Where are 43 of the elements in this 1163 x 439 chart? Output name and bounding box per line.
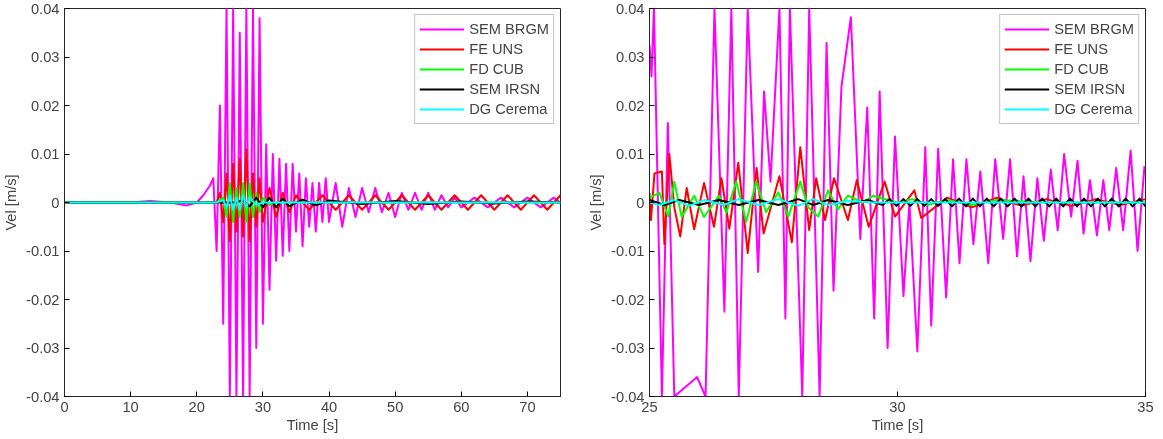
y-tick-label: 0.01	[30, 146, 60, 162]
line-series	[649, 8, 1146, 397]
legend-label: FE UNS	[469, 41, 523, 57]
legend-label: DG Cerema	[1054, 101, 1133, 117]
legend-label: SEM IRSN	[1054, 81, 1126, 97]
y-tick-label: -0.03	[611, 340, 645, 356]
y-tick-label: 0.02	[615, 97, 645, 114]
y-axis-title: Vel [m/s]	[588, 174, 605, 231]
x-tick-label: 20	[188, 398, 205, 415]
x-tick-label: 60	[453, 398, 470, 415]
line-series	[649, 146, 1146, 254]
y-tick-label: 0.03	[30, 49, 60, 65]
y-tick-label: -0.03	[26, 340, 60, 356]
x-tick-label: 10	[122, 398, 139, 415]
y-tick-label: 0.04	[30, 0, 60, 17]
x-axis-title: Time [s]	[871, 416, 924, 433]
x-tick-label: 30	[254, 398, 272, 415]
x-tick-label: 50	[387, 398, 404, 415]
legend-label: SEM BRGM	[1054, 21, 1134, 37]
line-series	[64, 8, 561, 397]
x-tick-label: 40	[320, 398, 338, 415]
legend-label: FE UNS	[1054, 41, 1108, 57]
legend-label: FD CUB	[1054, 61, 1109, 77]
y-tick-label: 0.01	[615, 146, 645, 162]
x-tick-label: 70	[519, 398, 536, 415]
y-tick-label: 0.02	[30, 97, 60, 114]
y-tick-label: -0.01	[611, 243, 645, 259]
y-tick-label: -0.02	[611, 291, 645, 308]
x-axis-title: Time [s]	[286, 416, 339, 433]
y-tick-label: -0.02	[26, 291, 60, 308]
y-axis-title: Vel [m/s]	[3, 174, 20, 231]
legend-label: SEM IRSN	[469, 81, 541, 97]
legend-label: DG Cerema	[469, 101, 548, 117]
y-tick-label: 0	[51, 194, 60, 211]
x-tick-label: 35	[1137, 398, 1154, 415]
y-tick-label: -0.04	[26, 388, 60, 405]
legend-label: FD CUB	[469, 61, 524, 77]
y-tick-label: 0.04	[615, 0, 645, 17]
x-tick-label: 30	[889, 398, 906, 415]
y-tick-label: 0	[636, 194, 645, 211]
y-tick-label: 0.03	[615, 49, 645, 65]
legend-label: SEM BRGM	[469, 21, 549, 37]
y-tick-label: -0.01	[26, 243, 60, 259]
